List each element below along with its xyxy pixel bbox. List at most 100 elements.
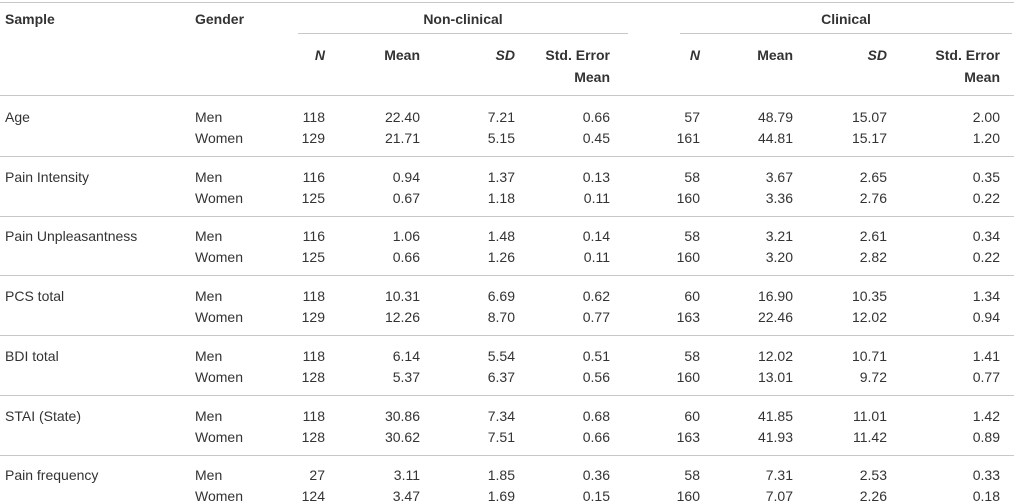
cell-value: 11.42	[853, 428, 887, 445]
cell-value: 27	[309, 467, 325, 484]
cell-value: 6.37	[487, 368, 515, 385]
cell-value: 0.67	[392, 189, 420, 206]
rule	[0, 335, 1014, 337]
cell-value: 163	[676, 309, 700, 326]
cell-value: 30.86	[384, 407, 420, 424]
cell-value: 58	[684, 467, 700, 484]
rule	[0, 156, 1014, 157]
cell-value: 0.11	[583, 249, 610, 266]
cell-value: 58	[684, 347, 700, 364]
cell-value: 12.02	[851, 309, 887, 326]
gender-label: Men	[195, 288, 223, 305]
cell-value: 118	[302, 109, 325, 125]
cell-value: 124	[301, 488, 325, 503]
cell-value: 1.06	[392, 228, 420, 245]
cell-value: 163	[676, 428, 700, 445]
cell-value: 5.37	[392, 368, 420, 385]
cell-value: 0.68	[582, 407, 610, 424]
cell-value: 15.07	[851, 109, 887, 125]
cell-value: 0.15	[582, 488, 610, 503]
gender-label: Men	[195, 228, 223, 245]
gender-label: Men	[195, 467, 223, 484]
cell-value: 0.13	[582, 168, 610, 185]
cell-value: 0.51	[582, 347, 610, 364]
sample-label: Pain frequency	[5, 467, 99, 484]
header-column: Std. Error Mean	[935, 47, 1000, 85]
header-column: Std. Error Mean	[545, 47, 610, 85]
header-group: Clinical	[821, 11, 871, 27]
cell-value: 15.17	[851, 130, 887, 146]
cell-value: 2.00	[972, 109, 1000, 125]
cell-value: 118	[302, 288, 325, 305]
cell-value: 0.14	[582, 228, 610, 245]
cell-value: 0.66	[582, 109, 610, 125]
cell-value: 7.21	[487, 109, 515, 125]
sample-label: STAI (State)	[5, 407, 81, 424]
cell-value: 0.62	[582, 288, 610, 305]
cell-value: 0.77	[972, 368, 1000, 385]
cell-value: 0.22	[972, 189, 1000, 206]
cell-value: 160	[676, 249, 700, 266]
header-group: Non-clinical	[423, 11, 503, 27]
cell-value: 22.40	[384, 109, 420, 125]
cell-value: 125	[301, 249, 325, 266]
rule	[0, 394, 1014, 396]
cell-value: 128	[301, 428, 325, 445]
cell-value: 57	[684, 109, 700, 125]
cell-value: 5.54	[487, 347, 515, 364]
gender-label: Women	[195, 189, 243, 206]
cell-value: 0.56	[582, 368, 610, 385]
gender-label: Men	[195, 407, 223, 424]
cell-value: 160	[676, 189, 700, 206]
cell-value: 1.42	[972, 407, 1000, 424]
cell-value: 7.34	[487, 407, 515, 424]
rule	[298, 33, 628, 34]
sample-label: BDI total	[5, 347, 59, 364]
cell-value: 118	[302, 347, 325, 364]
header-column: N	[314, 47, 325, 63]
cell-value: 1.18	[487, 189, 515, 206]
gender-label: Women	[195, 488, 243, 503]
cell-value: 0.35	[972, 168, 1000, 185]
cell-value: 1.26	[487, 249, 515, 266]
cell-value: 116	[302, 168, 325, 185]
gender-label: Women	[195, 249, 243, 266]
cell-value: 118	[302, 407, 325, 424]
cell-value: 2.65	[859, 168, 887, 185]
cell-value: 7.31	[765, 467, 793, 484]
gender-label: Men	[195, 109, 223, 125]
rule	[0, 454, 1014, 456]
cell-value: 3.11	[393, 467, 420, 484]
rule	[0, 215, 1014, 217]
cell-value: 60	[684, 288, 700, 305]
cell-value: 2.61	[859, 228, 887, 245]
cell-value: 16.90	[757, 288, 793, 305]
cell-value: 1.85	[487, 467, 515, 484]
cell-value: 0.34	[972, 228, 1000, 245]
cell-value: 129	[301, 309, 325, 326]
cell-value: 3.20	[765, 249, 793, 266]
gender-label: Women	[195, 130, 243, 146]
cell-value: 60	[684, 407, 700, 424]
header-column: SD	[867, 47, 887, 63]
cell-value: 1.20	[972, 130, 1000, 146]
gender-label: Women	[195, 368, 243, 385]
cell-value: 58	[684, 168, 700, 185]
cell-value: 0.45	[582, 130, 610, 146]
header-sample: Sample	[5, 11, 55, 27]
cell-value: 116	[302, 228, 325, 245]
cell-value: 21.71	[384, 130, 420, 146]
cell-value: 1.34	[972, 288, 1000, 305]
cell-value: 1.69	[487, 488, 515, 503]
cell-value: 10.31	[384, 288, 420, 305]
cell-value: 3.67	[765, 168, 793, 185]
cell-value: 12.26	[384, 309, 420, 326]
rule	[680, 33, 1012, 34]
cell-value: 0.77	[582, 309, 610, 326]
cell-value: 10.71	[851, 347, 887, 364]
cell-value: 2.26	[859, 488, 887, 503]
gender-label: Women	[195, 428, 243, 445]
cell-value: 41.93	[757, 428, 793, 445]
cell-value: 30.62	[384, 428, 420, 445]
